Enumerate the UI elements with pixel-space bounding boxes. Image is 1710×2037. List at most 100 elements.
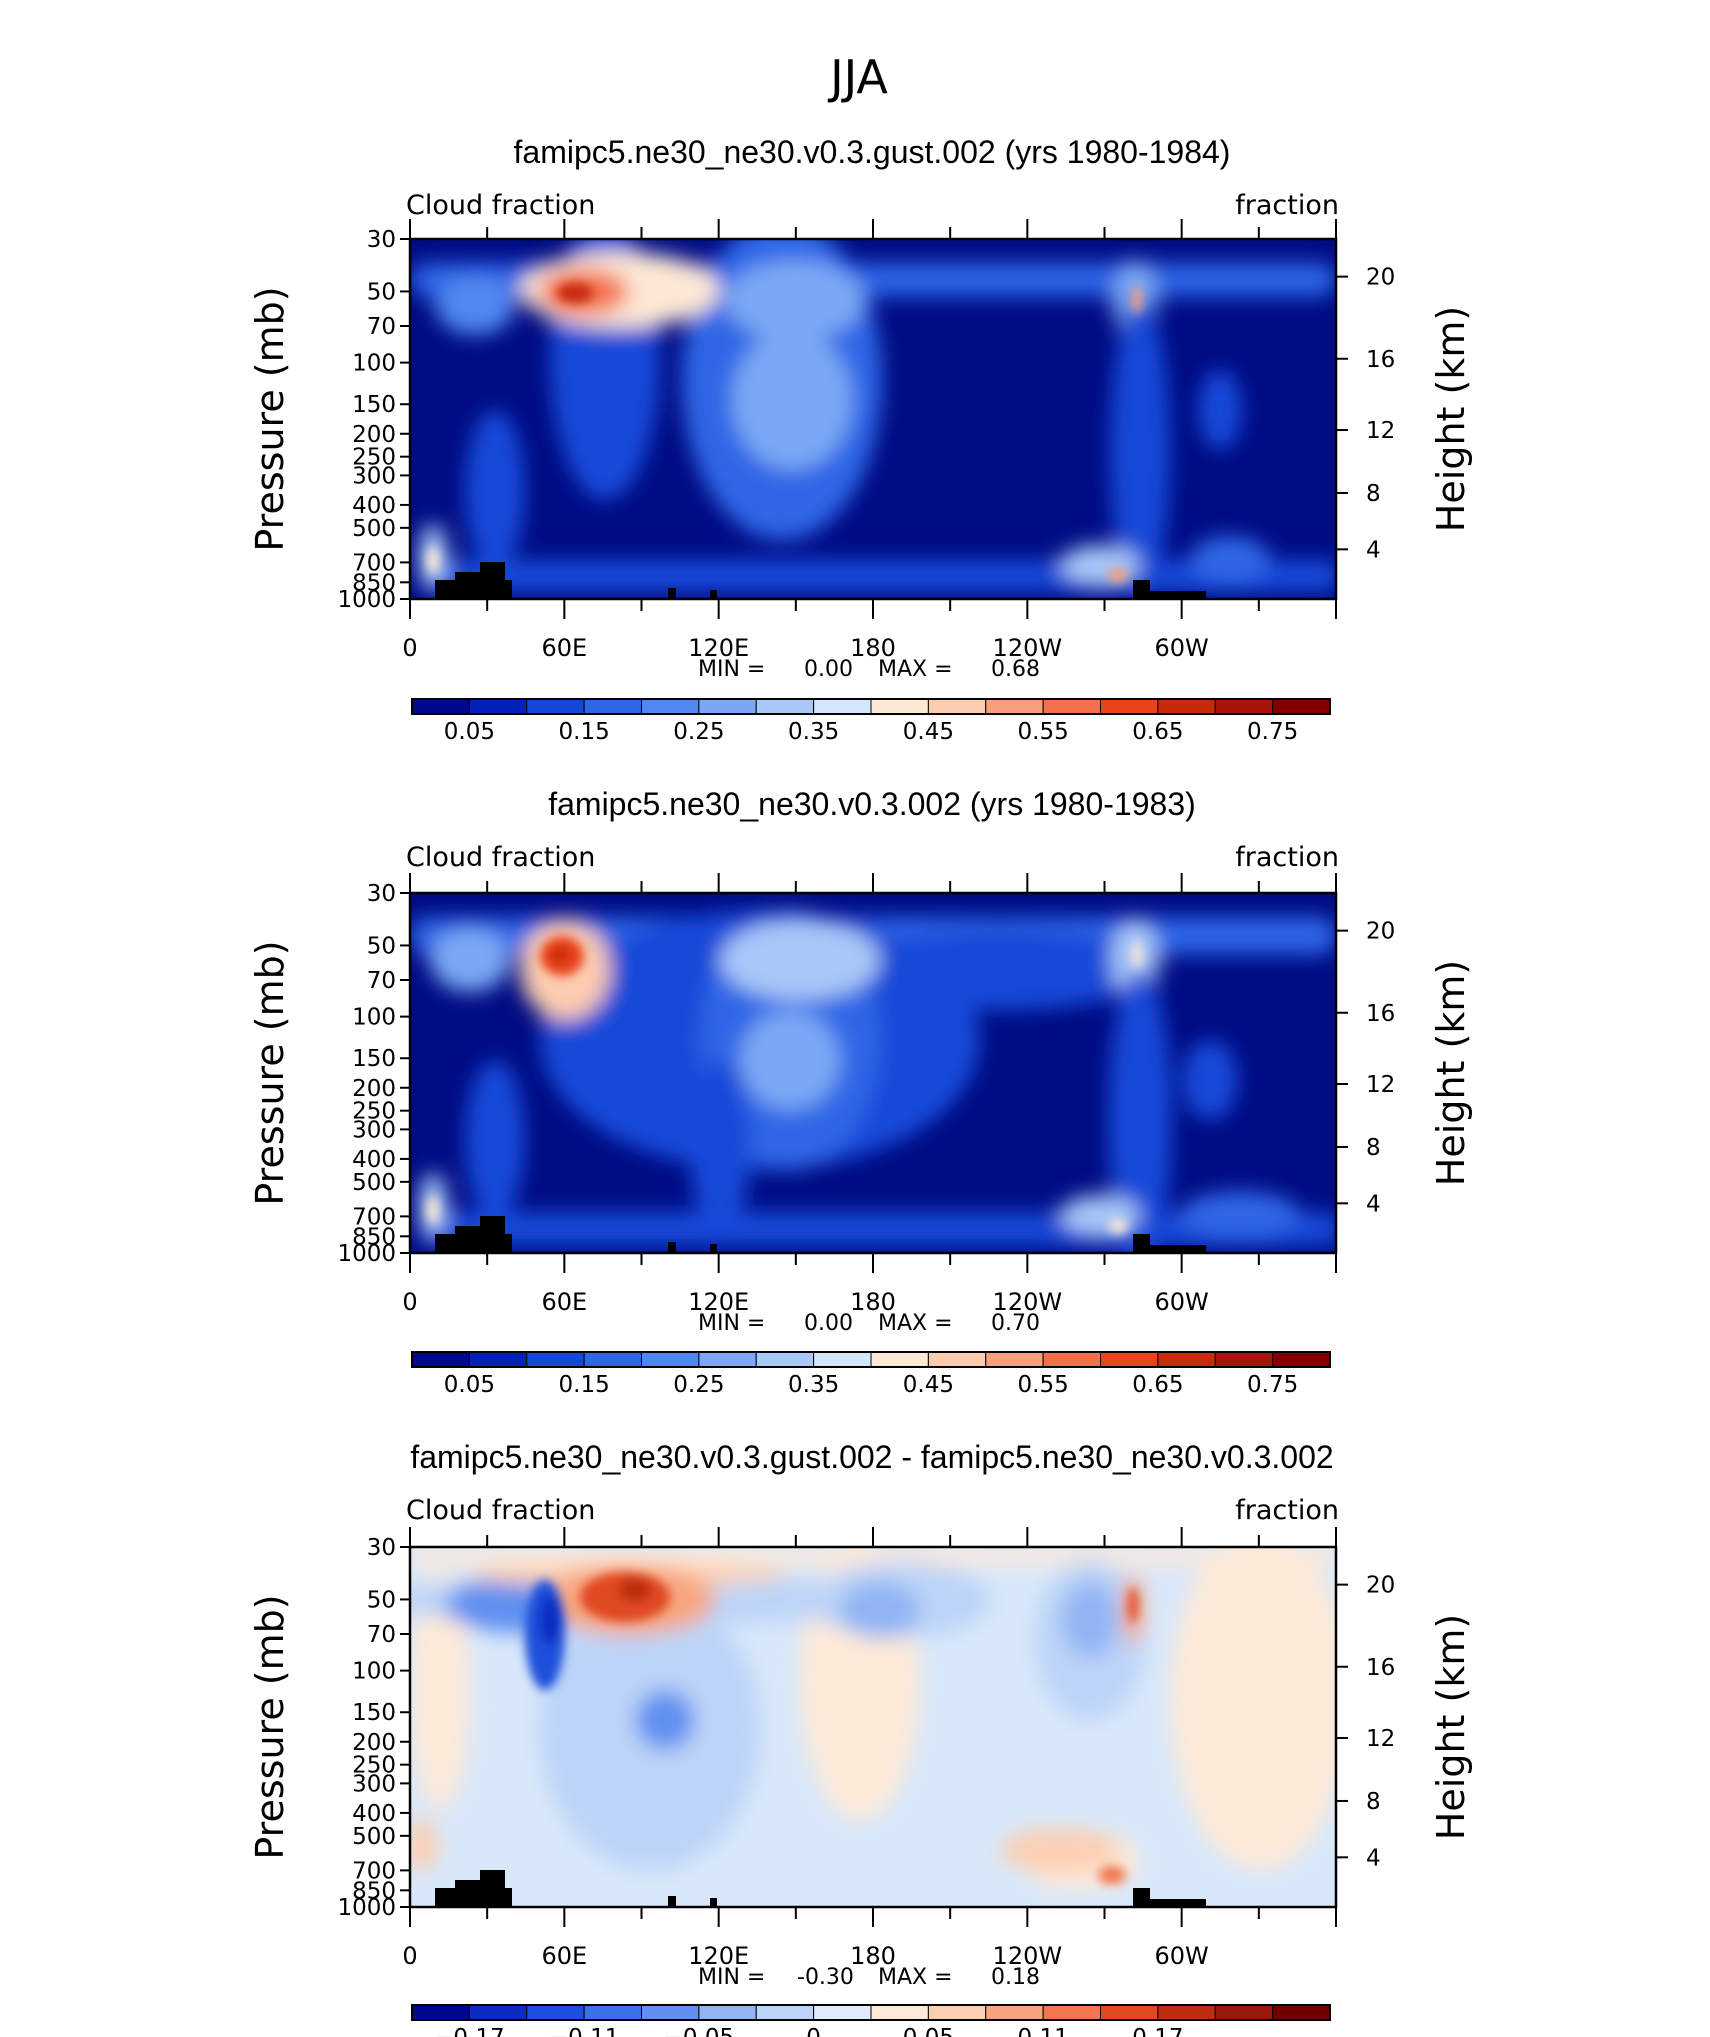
panel-3-height-label: 4 (1366, 1845, 1381, 1871)
panel-3-colorbar-label: −0.11 (549, 2025, 619, 2037)
panel-3-left-label: Cloud fraction (406, 1495, 595, 1526)
panel-3-colorbar-label: 0.11 (1018, 2025, 1069, 2037)
panel-2-lon-label: 0 (402, 1288, 417, 1316)
panel-1-colorbar-label: 0.75 (1247, 719, 1298, 745)
panel-1-colorbar-box (985, 698, 1044, 715)
panel-1-colorbar-box (641, 698, 700, 715)
panel-3-min-value: -0.30 (797, 1965, 854, 1990)
panel-2-colorbar-box (1272, 1351, 1331, 1368)
panel-2-left-label: Cloud fraction (406, 842, 595, 873)
panel-1-pressure-label: 400 (352, 493, 396, 519)
panel-2-colorbar-box (526, 1351, 585, 1368)
panel-3-lon-label: 120W (993, 1942, 1063, 1970)
panel-2-contour-field (410, 893, 1336, 1253)
panel-1-colorbar-label: 0.35 (788, 719, 839, 745)
panel-1-pressure-label: 200 (352, 422, 396, 448)
panel-3-contour-field (410, 1547, 1336, 1907)
panel-3-colorbar-box (641, 2004, 700, 2021)
panel-1-colorbar-label: 0.65 (1132, 719, 1183, 745)
panel-1-min-value: 0.00 (804, 657, 853, 682)
panel-2-y-title-right: Height (km) (1429, 960, 1473, 1186)
panel-3-colorbar-box (1214, 2004, 1274, 2021)
panel-3-height-label: 20 (1366, 1573, 1395, 1599)
panel-2-lon-label: 120W (993, 1288, 1063, 1316)
panel-1-pressure-label: 1000 (337, 587, 396, 613)
panel-2-y-title-left: Pressure (mb) (248, 940, 292, 1205)
panel-3-colorbar-box (985, 2004, 1044, 2021)
panel-2-colorbar-label: 0.25 (673, 1372, 724, 1398)
panel-1-colorbar-box (1157, 698, 1216, 715)
panel-1-right-label: fraction (1235, 190, 1339, 221)
panel-3-pressure-label: 30 (367, 1535, 396, 1561)
panel-1-colorbar-box (1272, 698, 1331, 715)
panel-2-pressure-label: 400 (352, 1147, 396, 1173)
panel-3-colorbar-box (813, 2004, 872, 2021)
panel-3-colorbar-label: −0.05 (664, 2025, 734, 2037)
panel-1-height-label: 8 (1366, 481, 1381, 507)
panel-1-lon-label: 120W (993, 634, 1063, 662)
panel-2-pressure-label: 850 (352, 1224, 396, 1250)
panel-2-pressure-label: 30 (367, 881, 396, 907)
panel-3-lon-label: 60E (541, 1942, 587, 1970)
main-title: JJA (827, 50, 888, 104)
panel-3-minmax: MIN = -0.30 MAX = 0.18 (698, 1965, 1040, 1990)
panel-1-colorbar-label: 0.25 (673, 719, 724, 745)
panel-1-pressure-label: 300 (352, 463, 396, 489)
panel-1-colorbar-box (755, 698, 815, 715)
panel-3-colorbar-box (1100, 2004, 1159, 2021)
panel-2-colorbar-box (1214, 1351, 1274, 1368)
panel-1-colorbar: 0.05 0.15 0.25 0.35 0.45 0.55 0.65 0.75 (411, 698, 1331, 745)
panel-1-minmax: MIN = 0.00 MAX = 0.68 (698, 657, 1040, 682)
panel-2-pressure-label: 250 (352, 1099, 396, 1125)
panel-1-lon-label: 60W (1155, 634, 1209, 662)
panel-1-pressure-label: 100 (352, 351, 396, 377)
panel-3-max-value: 0.18 (991, 1965, 1040, 1990)
panel-2-colorbar-label: 0.35 (788, 1372, 839, 1398)
panel-2-height-label: 20 (1366, 919, 1395, 945)
panel-3-pressure-label: 200 (352, 1730, 396, 1756)
panel-1-colorbar-label: 0.15 (559, 719, 610, 745)
panel-1-colorbar-box (1214, 698, 1274, 715)
panel-2-colorbar-frame (411, 1351, 1331, 1368)
panel-3-colorbar-box (1042, 2004, 1101, 2021)
panel-2-colorbar-box (1157, 1351, 1216, 1368)
panel-2-colorbar-label: 0.05 (444, 1372, 495, 1398)
panel-2-colorbar: 0.05 0.15 0.25 0.35 0.45 0.55 0.65 0.75 (411, 1351, 1331, 1398)
panel-3-pressure-label: 50 (367, 1587, 396, 1613)
panel-3-colorbar-label: 0.17 (1132, 2025, 1183, 2037)
panel-1-colorbar-label: 0.45 (903, 719, 954, 745)
panel-1-pressure-label: 500 (352, 516, 396, 542)
panel-1-pressure-label: 50 (367, 279, 396, 305)
panel-1-y-title-right: Height (km) (1429, 306, 1473, 532)
panel-2-pressure-label: 200 (352, 1076, 396, 1102)
panel-2-lon-label: 60E (541, 1288, 587, 1316)
panel-1-pressure-label: 70 (367, 314, 396, 340)
panel-3-right-label: fraction (1235, 1495, 1339, 1526)
panel-3-pressure-label: 400 (352, 1801, 396, 1827)
panel-2-right-label: fraction (1235, 842, 1339, 873)
panel-3-colorbar-frame (411, 2004, 1331, 2021)
panel-1-colorbar-box (1042, 698, 1101, 715)
panel-2-minmax: MIN = 0.00 MAX = 0.70 (698, 1311, 1040, 1336)
panel-1-colorbar-frame (411, 698, 1331, 715)
panel-1-colorbar-label: 0.05 (444, 719, 495, 745)
panel-3-pressure-label: 850 (352, 1878, 396, 1904)
panel-2-max-label: MAX = (878, 1311, 953, 1336)
panel-2-colorbar-box (985, 1351, 1044, 1368)
panel-3-height-label: 12 (1366, 1726, 1395, 1752)
panel-1-colorbar-box (583, 698, 642, 715)
panel-1-colorbar-box (1100, 698, 1159, 715)
panel-1-min-label: MIN = (698, 657, 765, 682)
panel-3-colorbar-box (526, 2004, 585, 2021)
panel-2-colorbar-box (411, 1351, 470, 1368)
panel-2-pressure-label: 300 (352, 1117, 396, 1143)
panel-2-colorbar-label: 0.45 (903, 1372, 954, 1398)
panel-2-height-label: 16 (1366, 1001, 1395, 1027)
panel-3-height-label: 16 (1366, 1655, 1395, 1681)
panel-3-colorbar-box (755, 2004, 815, 2021)
panel-3-colorbar-label: 0.05 (903, 2025, 954, 2037)
panel-2-lon-label: 120E (688, 1288, 749, 1316)
panel-1-colorbar-box (698, 698, 757, 715)
panel-2-lon-label: 180 (850, 1288, 896, 1316)
panel-1-left-label: Cloud fraction (406, 190, 595, 221)
